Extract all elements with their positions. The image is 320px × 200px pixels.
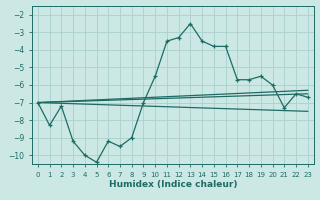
X-axis label: Humidex (Indice chaleur): Humidex (Indice chaleur) [108, 180, 237, 189]
